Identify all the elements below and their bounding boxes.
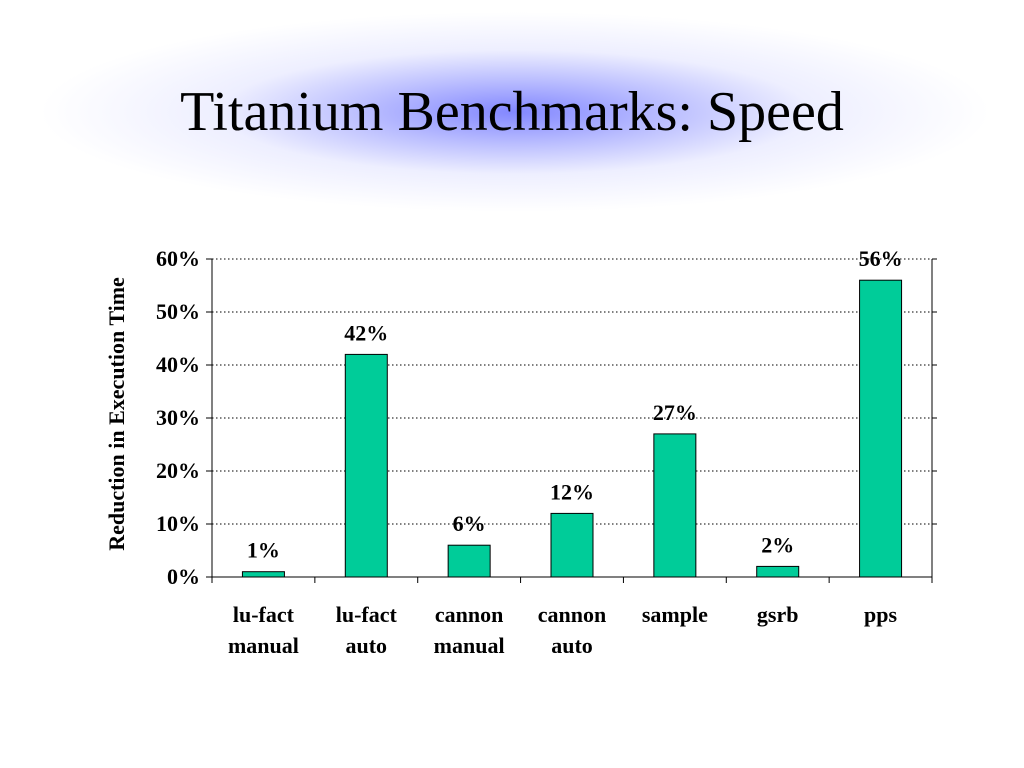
y-tick-label: 0% [167, 564, 200, 589]
x-tick-label: cannon [538, 602, 606, 627]
x-tick-label: gsrb [757, 602, 799, 627]
y-axis-title: Reduction in Execution Time [104, 277, 129, 551]
bar-value-label: 56% [859, 246, 903, 271]
x-tick-label: auto [551, 633, 593, 658]
x-tick-label: cannon [435, 602, 503, 627]
x-tick-label: sample [642, 602, 708, 627]
y-tick-label: 10% [156, 511, 200, 536]
x-tick-label: lu-fact [233, 602, 295, 627]
x-tick-label: manual [434, 633, 505, 658]
x-tick-label: lu-fact [336, 602, 398, 627]
x-tick-label: manual [228, 633, 299, 658]
bar-value-label: 42% [344, 320, 388, 345]
bar [447, 544, 491, 578]
x-tick-label: auto [346, 633, 388, 658]
bar [653, 433, 697, 578]
bar [344, 353, 388, 578]
bar-value-label: 6% [453, 511, 486, 536]
bar-value-label: 1% [247, 538, 280, 563]
y-tick-label: 60% [156, 246, 200, 271]
x-tick-label: pps [864, 602, 897, 627]
y-tick-label: 20% [156, 458, 200, 483]
slide-title: Titanium Benchmarks: Speed [180, 81, 844, 143]
bar [859, 279, 903, 578]
bar-value-label: 27% [653, 400, 697, 425]
y-tick-label: 30% [156, 405, 200, 430]
y-tick-label: 50% [156, 299, 200, 324]
bar [241, 571, 285, 578]
bar [550, 512, 594, 578]
bar [756, 565, 800, 578]
bar-value-label: 2% [761, 532, 794, 557]
y-tick-label: 40% [156, 352, 200, 377]
bar-value-label: 12% [550, 479, 594, 504]
